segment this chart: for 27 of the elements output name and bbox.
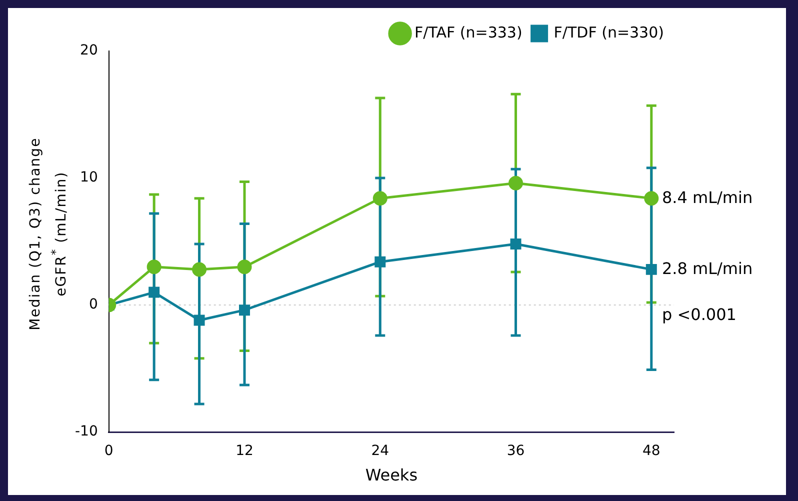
y-tick-label: 10	[80, 170, 98, 186]
point	[237, 260, 252, 274]
y-tick-label: 0	[88, 296, 98, 313]
point	[646, 264, 657, 275]
point	[194, 314, 205, 326]
x-tick-label: 0	[104, 443, 114, 460]
x-tick-label: 24	[371, 443, 390, 460]
annotation: 8.4 mL/min	[662, 188, 753, 208]
y-tick-label: -10	[74, 424, 98, 440]
x-tick-label: 12	[236, 443, 254, 460]
point	[510, 238, 522, 250]
annotation: 2.8 mL/min	[662, 259, 753, 278]
x-tick-label: 36	[506, 443, 525, 460]
point	[508, 176, 524, 190]
legend-label: F/TAF (n=333)	[414, 23, 522, 42]
point	[148, 286, 160, 298]
point	[374, 256, 386, 268]
point	[239, 304, 250, 316]
x-axis-title: Weeks	[365, 466, 418, 485]
point	[372, 191, 388, 206]
annotation: p <0.001	[662, 305, 736, 324]
point	[644, 191, 659, 206]
point	[146, 260, 162, 274]
point	[192, 262, 207, 277]
y-tick-label: 20	[80, 42, 98, 59]
legend-label: F/TDF (n=330)	[554, 23, 664, 42]
x-tick-label: 48	[642, 443, 660, 460]
